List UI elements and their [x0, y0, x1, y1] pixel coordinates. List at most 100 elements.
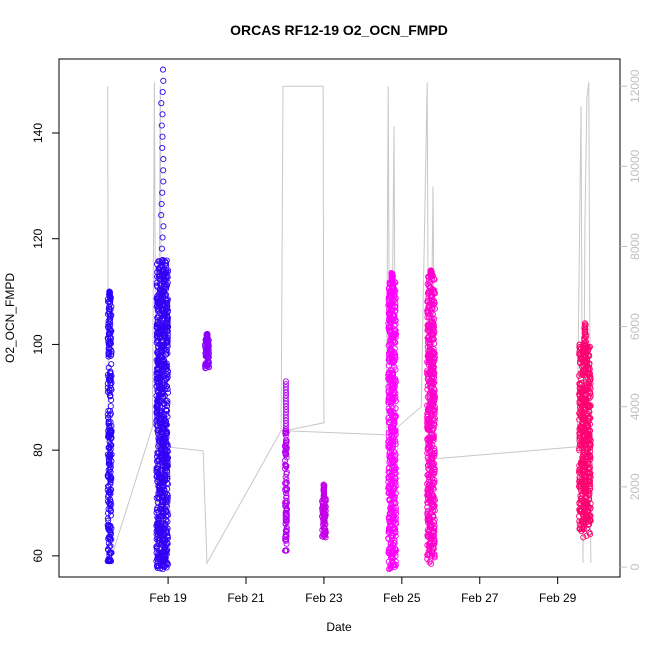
data-point — [385, 399, 392, 406]
data-point — [283, 506, 290, 513]
data-point — [157, 322, 165, 329]
data-point — [585, 514, 592, 522]
data-point — [160, 508, 167, 515]
data-point — [586, 466, 593, 473]
data-point — [577, 505, 584, 512]
data-point — [108, 303, 115, 310]
data-point — [158, 449, 165, 456]
data-point — [579, 457, 586, 464]
data-point — [158, 245, 165, 252]
series-RF12 — [104, 288, 115, 565]
data-point — [426, 515, 433, 522]
data-point — [586, 451, 593, 458]
data-point — [163, 338, 170, 345]
data-point — [580, 349, 587, 357]
data-point — [163, 371, 171, 378]
data-point — [154, 296, 161, 303]
data-point — [424, 480, 431, 487]
altitude-layer — [107, 82, 592, 565]
data-point — [385, 405, 392, 412]
data-point — [429, 354, 436, 361]
data-point — [154, 298, 161, 305]
data-point — [161, 386, 168, 393]
data-point — [390, 292, 398, 299]
data-point — [580, 498, 587, 505]
data-point — [579, 484, 586, 491]
data-point — [424, 414, 431, 421]
data-point — [391, 291, 398, 298]
data-point — [156, 483, 163, 490]
data-point — [163, 283, 170, 290]
data-point — [429, 504, 436, 511]
data-point — [585, 475, 592, 482]
points-layer — [104, 66, 594, 573]
data-point — [581, 474, 588, 481]
data-point — [386, 450, 393, 457]
data-point — [161, 536, 169, 543]
data-point — [108, 348, 115, 355]
data-point — [580, 526, 587, 533]
data-point — [321, 482, 328, 489]
data-point — [104, 380, 111, 387]
data-point — [157, 565, 164, 572]
y2-axis: 0 2000 4000 6000 8000 10000 12000 — [620, 69, 642, 570]
data-point — [430, 451, 437, 458]
data-point — [424, 290, 431, 297]
data-point — [427, 340, 434, 347]
data-point — [430, 392, 437, 399]
data-point — [585, 418, 592, 425]
data-point — [427, 308, 434, 315]
data-point — [429, 501, 436, 508]
data-point — [155, 462, 162, 469]
data-point — [153, 522, 160, 529]
data-point — [158, 389, 165, 397]
data-point — [162, 406, 170, 413]
data-point — [578, 507, 585, 514]
data-point — [159, 133, 166, 140]
data-point — [153, 563, 161, 570]
data-point — [162, 552, 169, 559]
data-point — [428, 456, 435, 463]
data-point — [431, 495, 438, 503]
data-point — [160, 549, 168, 556]
data-point — [427, 399, 434, 406]
data-point — [577, 355, 584, 362]
data-point — [428, 316, 435, 323]
data-point — [389, 441, 397, 448]
data-point — [391, 288, 398, 295]
data-point — [385, 376, 392, 383]
data-point — [425, 471, 432, 478]
data-point — [424, 495, 432, 502]
data-point — [158, 200, 165, 207]
y2-tick-label: 2000 — [628, 473, 642, 500]
data-point — [388, 434, 395, 441]
data-point — [107, 531, 114, 538]
data-point — [581, 519, 588, 526]
y2-tick-label: 8000 — [628, 233, 642, 260]
data-point — [204, 330, 211, 337]
data-point — [161, 441, 168, 449]
data-point — [155, 398, 163, 405]
data-point — [425, 403, 433, 410]
data-point — [583, 452, 590, 459]
data-point — [282, 378, 289, 385]
data-point — [163, 517, 170, 524]
data-point — [430, 507, 437, 514]
data-point — [107, 312, 114, 320]
data-point — [159, 88, 166, 96]
series-RF18 — [424, 267, 438, 567]
y-tick-label: 120 — [31, 228, 45, 248]
data-point — [106, 310, 113, 317]
y2-tick-label: 6000 — [628, 313, 642, 340]
data-point — [162, 520, 169, 527]
data-point — [425, 442, 433, 449]
data-point — [283, 536, 290, 543]
data-point — [389, 473, 396, 480]
data-point — [392, 441, 399, 448]
data-point — [159, 478, 166, 485]
data-point — [426, 279, 433, 287]
data-point — [154, 283, 161, 290]
data-point — [164, 481, 171, 488]
data-point — [391, 453, 398, 460]
data-point — [156, 441, 163, 448]
